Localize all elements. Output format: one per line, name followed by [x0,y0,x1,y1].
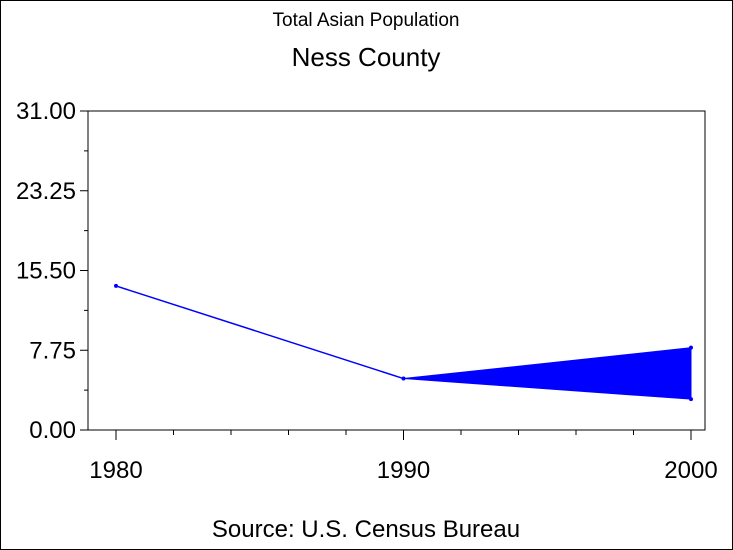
band-lower-point [689,397,693,402]
band-upper-point [689,345,693,350]
x-axis: 1980 1990 2000 [89,430,718,484]
y-tick-label: 15.50 [16,258,76,285]
y-tick-label: 0.00 [29,417,76,444]
chart-title: Ness County [292,42,441,72]
projection-band [403,347,692,400]
y-tick-label: 31.00 [16,98,76,125]
y-tick-label: 23.25 [16,178,76,205]
x-tick-label: 1980 [89,457,142,484]
x-tick-label: 1990 [377,457,430,484]
chart-footnote: Source: U.S. Census Bureau [212,516,520,543]
chart-subtitle: Total Asian Population [273,10,460,31]
series-layer [114,283,693,402]
y-tick-label: 7.75 [29,337,76,364]
series-line [115,285,404,380]
data-point [114,283,118,288]
x-tick-label: 2000 [664,457,717,484]
y-axis: 31.00 23.25 15.50 7.75 0.00 [16,98,88,444]
